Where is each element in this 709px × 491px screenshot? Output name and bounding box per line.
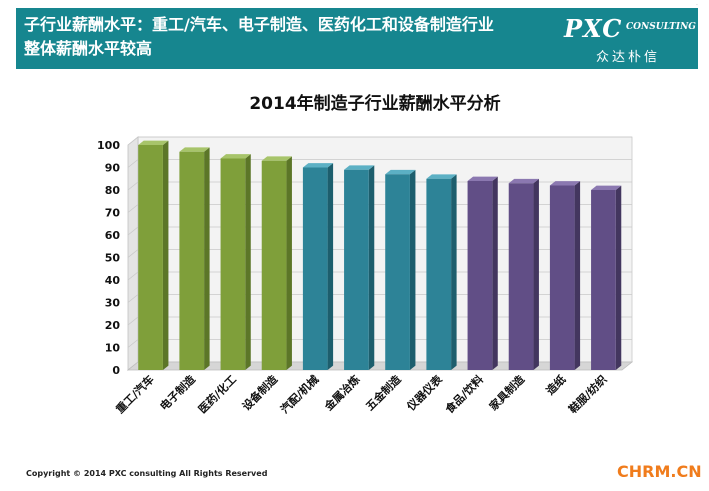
bar-top <box>138 140 169 145</box>
bar-top <box>220 154 251 159</box>
y-tick-label: 100 <box>97 139 120 152</box>
bar <box>261 156 292 370</box>
bar-side <box>162 140 169 370</box>
chart-title: 2014年制造子行业薪酬水平分析 <box>249 93 500 114</box>
bars <box>138 140 622 370</box>
x-tick-label: 电子制造 <box>157 372 199 414</box>
bar-side <box>368 165 375 370</box>
y-tick-label: 90 <box>105 162 121 175</box>
bar-front <box>220 158 246 370</box>
x-tick-label: 造纸 <box>543 372 568 397</box>
x-tick-label: 设备制造 <box>239 372 281 414</box>
bar-front <box>426 178 452 370</box>
corner-mark: · <box>696 2 698 9</box>
bar-top <box>302 163 334 168</box>
bar-top <box>591 185 622 190</box>
gridline <box>127 204 632 213</box>
logo-chinese-name: 众达朴信 <box>596 50 661 65</box>
bar-top <box>385 169 416 175</box>
x-tick-label: 金属冶炼 <box>321 372 363 414</box>
bar-front <box>508 183 534 370</box>
y-tick-label: 50 <box>105 252 121 265</box>
source-watermark: CHRM.CN <box>617 462 702 481</box>
y-axis-ticks: 0 10 20 30 40 50 60 70 80 90 100 <box>97 139 120 377</box>
bar-front <box>385 174 410 370</box>
bar-top <box>467 176 498 181</box>
bar <box>344 165 375 370</box>
bar <box>508 178 539 370</box>
bar <box>426 174 457 370</box>
copyright-text: Copyright © 2014 PXC consulting All Righ… <box>26 469 268 478</box>
gridline <box>127 294 632 303</box>
gridline <box>127 226 632 236</box>
page-title-line1: 子行业薪酬水平：重工/汽车、电子制造、医药化工和设备制造行业 <box>24 15 494 34</box>
bar-side <box>204 147 210 370</box>
bar-side <box>533 178 539 370</box>
bar-top <box>426 174 457 179</box>
plot-floor <box>126 361 634 371</box>
y-tick-label: 60 <box>105 229 121 242</box>
bar <box>138 140 169 370</box>
bar-front <box>261 160 287 370</box>
bar <box>385 169 416 370</box>
bar-front <box>344 169 369 370</box>
bar-side <box>245 154 251 370</box>
y-tick-label: 70 <box>105 207 121 220</box>
x-tick-label: 五金制造 <box>363 372 405 414</box>
gridline <box>127 136 632 146</box>
bar-front <box>549 185 575 370</box>
page-title: 子行业薪酬水平：重工/汽车、电子制造、医药化工和设备制造行业 整体薪酬水平较高 <box>24 13 564 61</box>
bar <box>467 176 498 370</box>
logo-pxc: PXC <box>564 14 623 43</box>
x-tick-label: 医药/化工 <box>195 372 239 416</box>
bar-front <box>591 190 616 370</box>
bar-side <box>615 185 622 370</box>
bar-side <box>409 169 416 370</box>
gridline <box>127 181 632 191</box>
bar-top <box>179 147 210 152</box>
bar <box>220 154 251 370</box>
bar <box>302 163 334 370</box>
bar-top <box>344 165 375 170</box>
y-tick-label: 20 <box>105 319 121 332</box>
bar-side <box>451 174 457 370</box>
bar-side <box>286 156 292 370</box>
bar-front <box>179 151 205 370</box>
bar-front <box>467 181 493 370</box>
bar-side <box>574 181 581 370</box>
y-tick-label: 10 <box>105 342 121 355</box>
gridline <box>127 316 632 326</box>
bar-front <box>138 145 163 370</box>
y-tick-label: 80 <box>105 184 121 197</box>
bar-top <box>508 178 539 184</box>
gridline <box>127 339 632 348</box>
gridline <box>127 159 632 168</box>
y-tick-label: 30 <box>105 297 121 310</box>
y-tick-label: 40 <box>105 274 121 287</box>
logo-consulting: CONSULTING <box>626 22 696 32</box>
y-tick-label: 0 <box>112 364 120 377</box>
x-tick-label: 仪器仪表 <box>403 372 445 414</box>
bar-front <box>302 167 328 370</box>
bar <box>549 181 581 370</box>
bar-side <box>492 176 498 370</box>
bar <box>179 147 210 370</box>
x-tick-label: 家具制造 <box>486 372 528 414</box>
gridlines <box>127 136 632 348</box>
x-tick-label: 重工/汽车 <box>113 372 157 416</box>
gridline <box>127 271 632 281</box>
bar-top <box>261 156 292 161</box>
bar <box>591 185 622 370</box>
x-tick-label: 食品/饮料 <box>442 372 486 416</box>
x-tick-label: 鞋服/纺织 <box>566 372 610 416</box>
x-tick-label: 汽配/机械 <box>278 372 322 416</box>
gridline <box>127 249 632 258</box>
bar-side <box>327 163 334 370</box>
bar-top <box>549 181 581 186</box>
header-banner: 子行业薪酬水平：重工/汽车、电子制造、医药化工和设备制造行业 整体薪酬水平较高 … <box>16 8 698 69</box>
page-title-line2: 整体薪酬水平较高 <box>24 39 153 58</box>
